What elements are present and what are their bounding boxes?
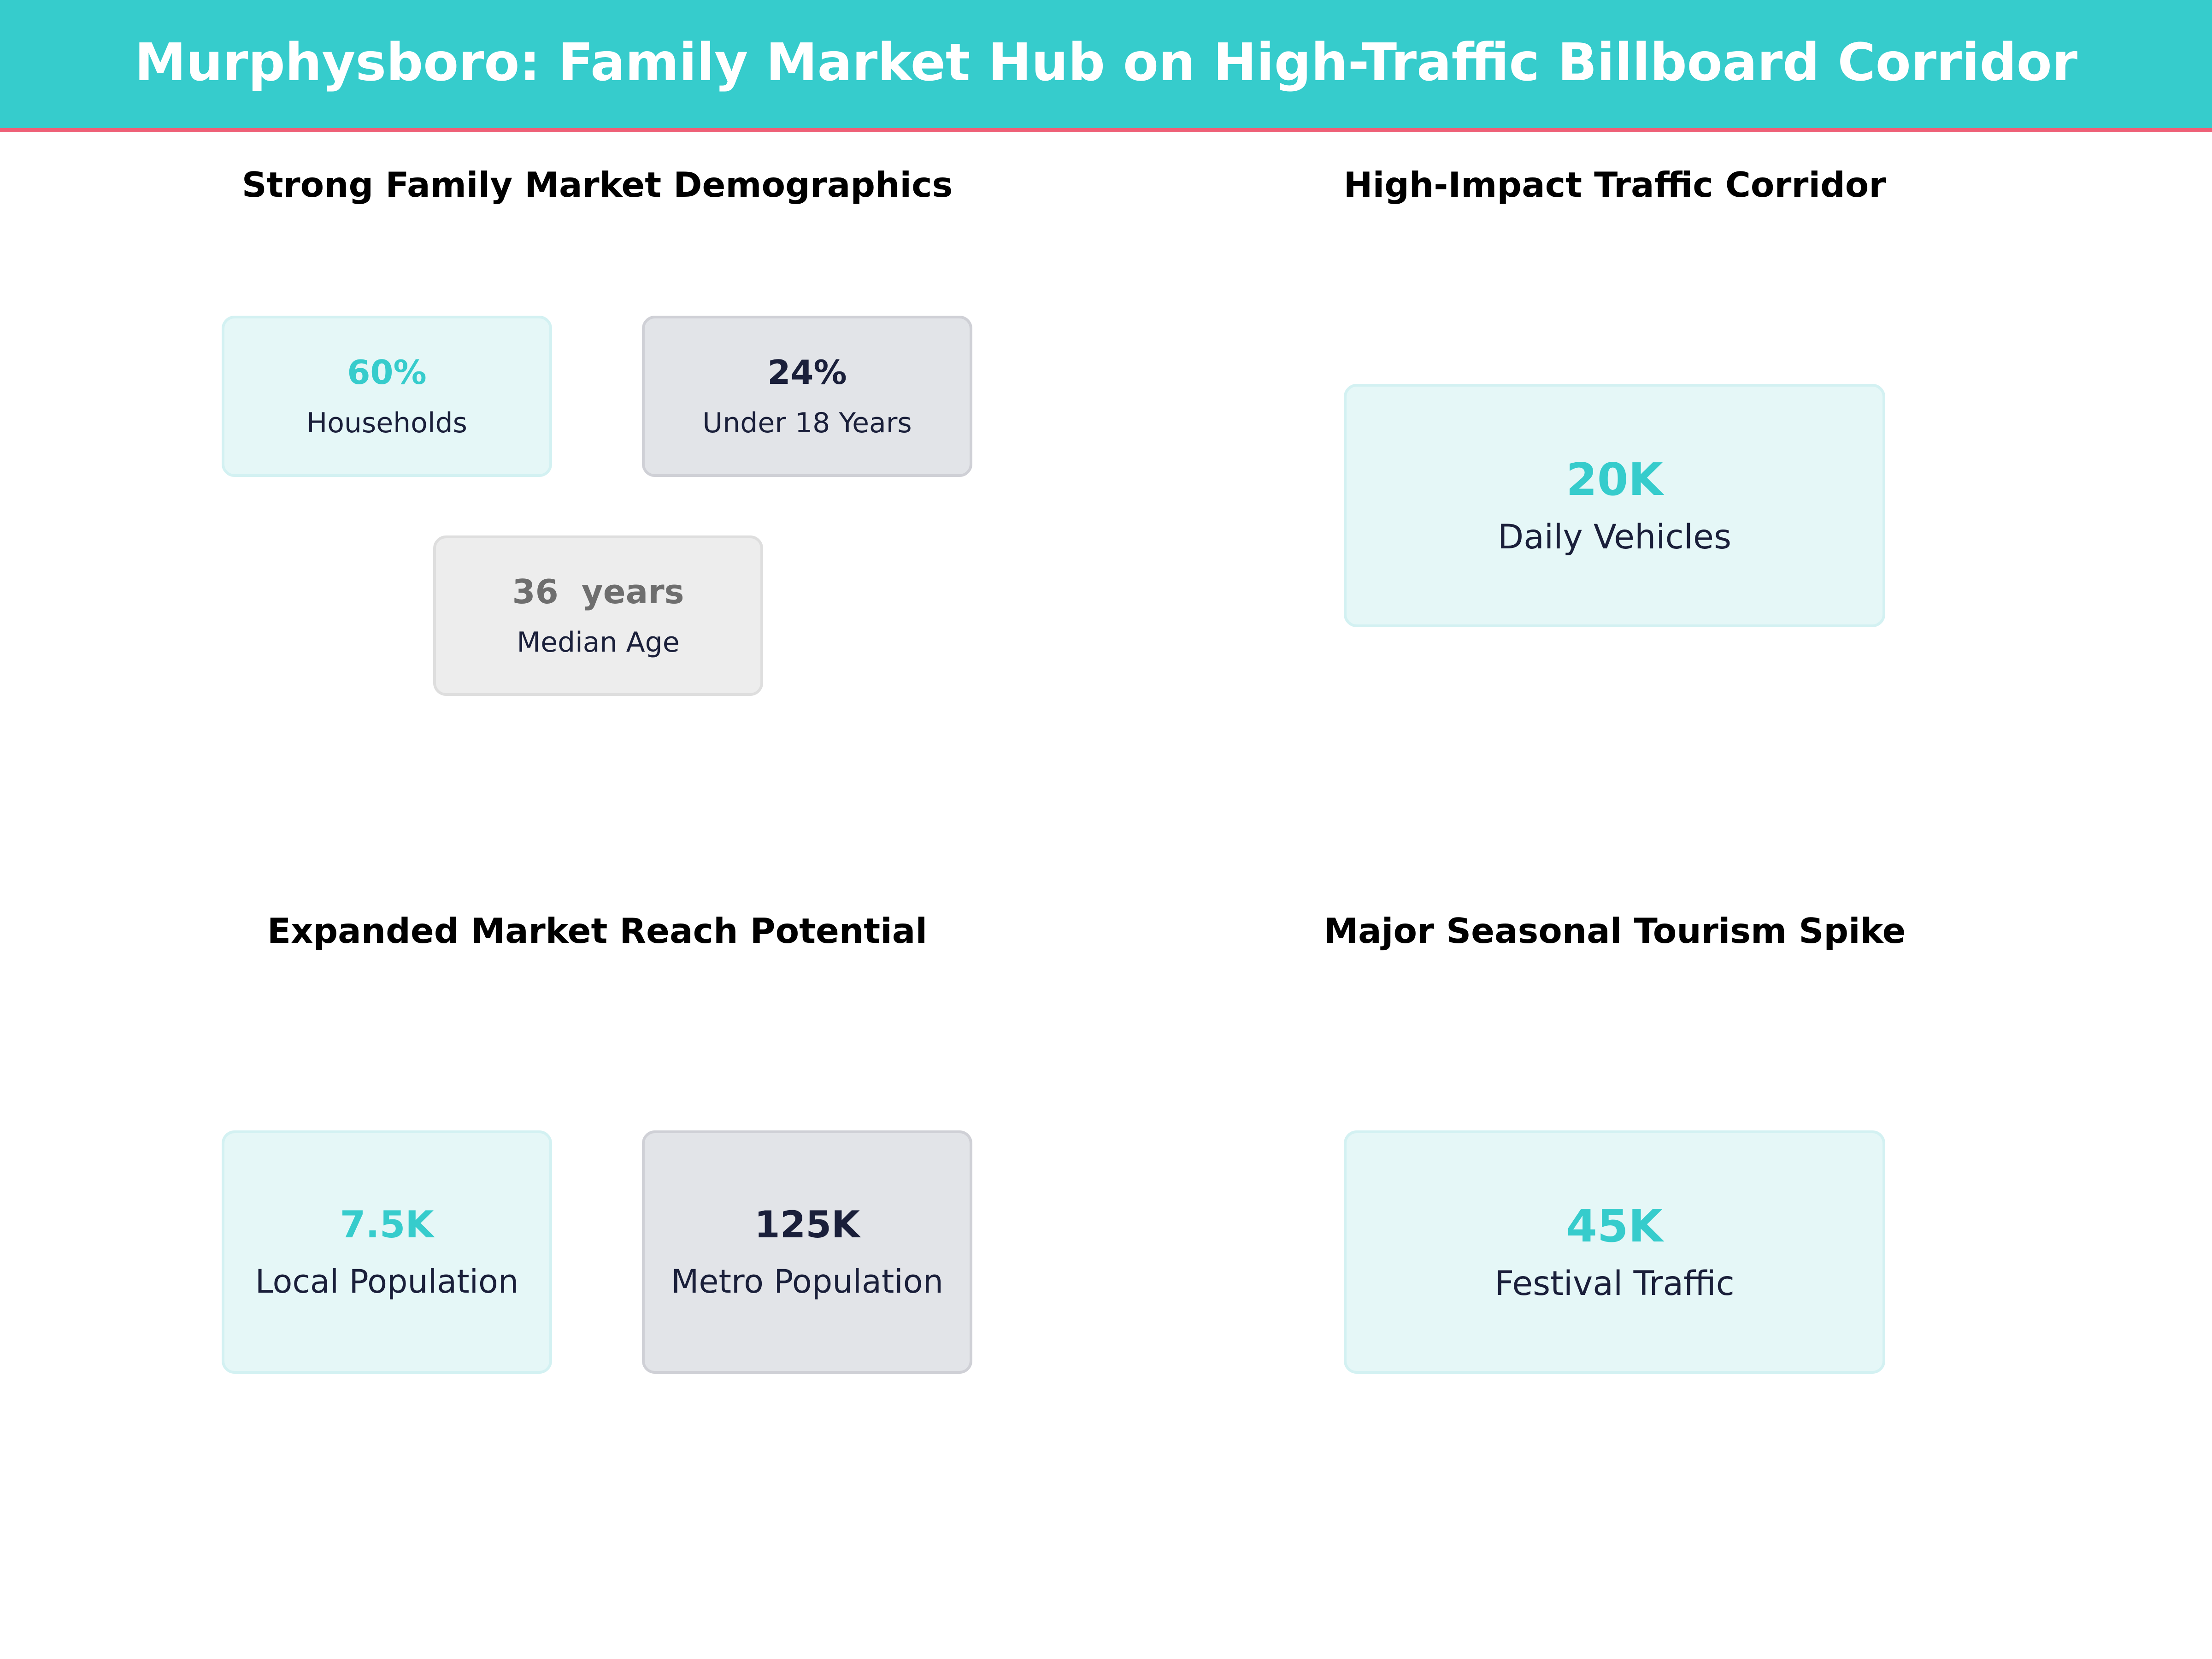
stat-value: 20K <box>1566 453 1663 506</box>
stat-label: Households <box>306 407 467 439</box>
panel-title-market-reach: Expanded Market Reach Potential <box>267 911 928 951</box>
stat-label: Festival Traffic <box>1494 1264 1735 1303</box>
stat-value: 7.5K <box>340 1203 434 1246</box>
stat-card-under-18: 24% Under 18 Years <box>642 316 972 477</box>
stat-card-local-population: 7.5K Local Population <box>222 1130 552 1374</box>
panel-title-traffic: High-Impact Traffic Corridor <box>1343 165 1886 205</box>
stat-label: Median Age <box>517 626 680 659</box>
header-banner <box>0 0 2212 128</box>
stat-value: 125K <box>754 1203 860 1246</box>
stat-value: 45K <box>1566 1200 1663 1252</box>
panel-title-tourism: Major Seasonal Tourism Spike <box>1324 911 1906 951</box>
stat-label: Local Population <box>255 1263 519 1300</box>
stat-card-households: 60% Households <box>222 316 552 477</box>
stat-value: 36 years <box>512 572 684 611</box>
stat-label: Daily Vehicles <box>1497 518 1731 557</box>
stat-label: Under 18 Years <box>702 407 912 439</box>
stat-label: Metro Population <box>671 1263 943 1300</box>
stat-value: 24% <box>767 353 847 392</box>
stat-card-festival-traffic: 45K Festival Traffic <box>1344 1130 1885 1374</box>
stat-card-metro-population: 125K Metro Population <box>642 1130 972 1374</box>
page-title: Murphysboro: Family Market Hub on High-T… <box>135 33 2077 93</box>
stat-value: 60% <box>347 353 427 392</box>
panel-title-demographics: Strong Family Market Demographics <box>241 165 953 205</box>
header-accent-stripe <box>0 128 2212 132</box>
stat-card-daily-vehicles: 20K Daily Vehicles <box>1344 384 1885 627</box>
stat-card-median-age: 36 years Median Age <box>433 535 763 696</box>
